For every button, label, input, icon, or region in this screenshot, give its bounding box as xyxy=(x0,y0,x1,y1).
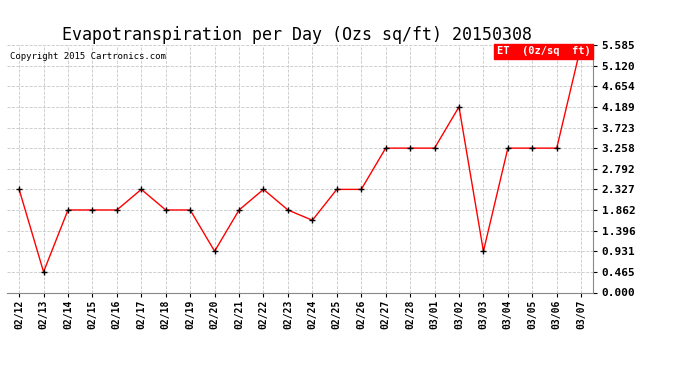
Text: ET  (0z/sq  ft): ET (0z/sq ft) xyxy=(497,46,591,56)
Text: Evapotranspiration per Day (Ozs sq/ft) 20150308: Evapotranspiration per Day (Ozs sq/ft) 2… xyxy=(61,26,532,44)
Text: Copyright 2015 Cartronics.com: Copyright 2015 Cartronics.com xyxy=(10,53,166,62)
